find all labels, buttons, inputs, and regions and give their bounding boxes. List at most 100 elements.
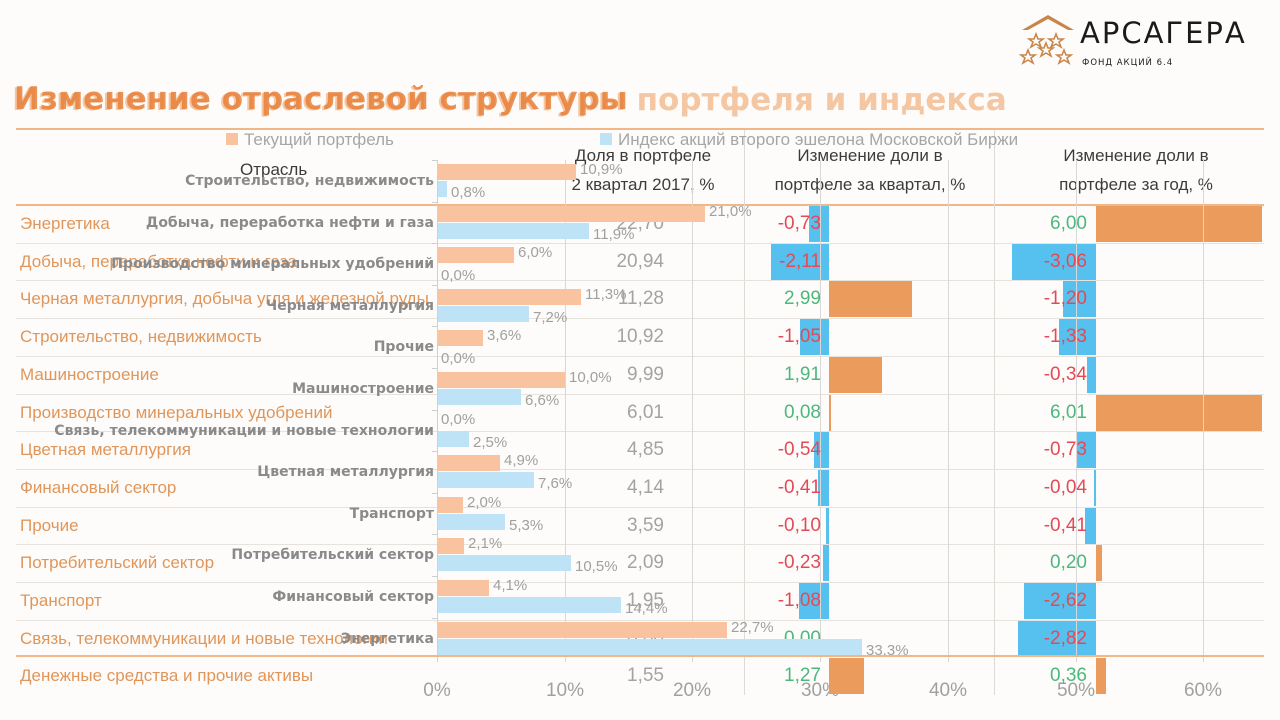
y-axis-tick bbox=[432, 326, 437, 327]
page-title-back: Изменение отраслевой структуры портфеля … bbox=[12, 82, 1007, 118]
portfolio-bar bbox=[437, 330, 483, 346]
sector-name: Строительство, недвижимость bbox=[20, 327, 262, 346]
year-bar-negative bbox=[1086, 357, 1096, 393]
share-value: 4,14 bbox=[627, 477, 664, 498]
quarter-bar-negative bbox=[826, 508, 829, 544]
portfolio-bar bbox=[437, 372, 565, 388]
year-bar-positive bbox=[1096, 395, 1262, 431]
sector-name: Цветная металлургия bbox=[20, 440, 191, 459]
portfolio-data-label: 2,1% bbox=[468, 535, 503, 552]
x-tick-label: 50% bbox=[1056, 680, 1096, 701]
y-axis-tick bbox=[432, 243, 437, 244]
row-divider bbox=[16, 507, 1264, 508]
index-bar bbox=[437, 306, 529, 322]
header-year: Изменение доли в портфеле за год, % bbox=[1036, 141, 1236, 199]
logo-subtitle: ФОНД АКЦИЙ 6.4 bbox=[1082, 58, 1174, 68]
row-divider bbox=[16, 431, 1264, 432]
category-label: Транспорт bbox=[349, 506, 434, 522]
x-tick-label: 20% bbox=[672, 680, 712, 701]
index-bar bbox=[437, 597, 621, 613]
header-quarter-line2: портфеле за квартал, % bbox=[774, 175, 966, 194]
quarter-change-value: -0,23 bbox=[777, 552, 821, 573]
page-title: Изменение отраслевой структуры bbox=[14, 81, 628, 117]
index-data-label: 11,9% bbox=[593, 226, 635, 243]
year-bar-negative bbox=[1059, 319, 1096, 355]
portfolio-bar bbox=[437, 289, 582, 305]
portfolio-bar bbox=[437, 164, 577, 180]
sector-name: Добыча, переработка нефти и газа bbox=[20, 252, 297, 271]
y-axis-line bbox=[437, 160, 438, 662]
x-gridline bbox=[820, 160, 821, 662]
company-logo: АРСАГЕРА ФОНД АКЦИЙ 6.4 bbox=[1018, 10, 1274, 70]
share-value: 20,94 bbox=[616, 251, 664, 272]
quarter-change-value: -1,05 bbox=[777, 326, 821, 347]
y-axis-tick bbox=[432, 618, 437, 619]
row-divider bbox=[16, 394, 1264, 395]
index-data-label: 0,0% bbox=[441, 267, 476, 284]
index-bar bbox=[437, 514, 505, 530]
year-bar-negative bbox=[1094, 470, 1096, 506]
portfolio-bar bbox=[437, 622, 727, 638]
year-bar-positive bbox=[1096, 545, 1102, 581]
y-axis-tick bbox=[432, 576, 437, 577]
category-label: Производство минеральных удобрений bbox=[111, 256, 434, 272]
table-column-divider bbox=[994, 130, 995, 695]
quarter-change-value: -1,08 bbox=[777, 590, 821, 611]
category-label: Черная металлургия bbox=[265, 298, 434, 314]
logo-brand-text: АРСАГЕРА bbox=[1080, 16, 1247, 50]
index-bar bbox=[437, 181, 448, 197]
year-change-value: -0,04 bbox=[1043, 477, 1087, 498]
index-data-label: 0,8% bbox=[451, 184, 486, 201]
share-value: 10,92 bbox=[616, 326, 664, 347]
portfolio-bar bbox=[437, 580, 490, 596]
portfolio-data-label: 2,0% bbox=[467, 494, 502, 511]
legend-item-index: Индекс акций второго эшелона Московской … bbox=[600, 130, 1018, 150]
sector-name: Транспорт bbox=[20, 591, 102, 610]
legend-swatch-index bbox=[600, 133, 612, 145]
year-change-value: -2,82 bbox=[1043, 628, 1087, 649]
quarter-bar-negative bbox=[770, 244, 829, 280]
header-bottom-border bbox=[16, 204, 1264, 206]
index-bar bbox=[437, 555, 572, 571]
portfolio-data-label: 10,0% bbox=[569, 369, 612, 386]
x-tick-label: 0% bbox=[423, 680, 451, 701]
category-label: Энергетика bbox=[340, 631, 434, 647]
legend-label-portfolio: Текущий портфель bbox=[244, 130, 394, 149]
year-bar-negative bbox=[1084, 508, 1096, 544]
portfolio-bar bbox=[437, 538, 464, 554]
row-divider bbox=[16, 356, 1264, 357]
sector-name: Черная металлургия, добыча угля и железн… bbox=[20, 289, 429, 308]
header-share-line2: 2 квартал 2017, % bbox=[571, 175, 715, 194]
quarter-change-value: 0,08 bbox=[784, 402, 821, 423]
portfolio-data-label: 6,0% bbox=[518, 244, 553, 261]
quarter-change-value: -0,54 bbox=[777, 439, 821, 460]
category-label: Цветная металлургия bbox=[257, 464, 434, 480]
portfolio-bar bbox=[437, 206, 706, 222]
quarter-bar-negative bbox=[814, 432, 829, 468]
x-gridline bbox=[1203, 160, 1204, 662]
category-label: Прочие bbox=[373, 339, 434, 355]
quarter-bar-negative bbox=[822, 545, 829, 581]
category-label: Машиностроение bbox=[292, 381, 434, 397]
table-cash-divider bbox=[16, 655, 1264, 657]
sector-name: Связь, телекоммуникации и новые технолог… bbox=[20, 629, 388, 648]
portfolio-data-label: 21,0% bbox=[709, 203, 752, 220]
row-divider bbox=[16, 544, 1264, 545]
index-data-label: 5,3% bbox=[509, 517, 544, 534]
quarter-bar-positive bbox=[829, 281, 912, 317]
share-value: 1,55 bbox=[627, 665, 664, 686]
share-value: 9,99 bbox=[627, 364, 664, 385]
share-value: 2,09 bbox=[627, 552, 664, 573]
quarter-change-value: -0,73 bbox=[777, 213, 821, 234]
portfolio-bar bbox=[437, 247, 514, 263]
row-divider bbox=[16, 469, 1264, 470]
quarter-bar-negative bbox=[817, 470, 829, 506]
year-change-value: -0,34 bbox=[1043, 364, 1087, 385]
portfolio-data-label: 22,7% bbox=[731, 619, 774, 636]
year-change-value: -3,06 bbox=[1043, 251, 1087, 272]
header-share-line1: Доля в портфеле bbox=[574, 146, 712, 165]
row-divider bbox=[16, 582, 1264, 583]
row-divider bbox=[16, 243, 1264, 244]
y-axis-tick bbox=[432, 368, 437, 369]
portfolio-data-label: 4,9% bbox=[504, 452, 539, 469]
